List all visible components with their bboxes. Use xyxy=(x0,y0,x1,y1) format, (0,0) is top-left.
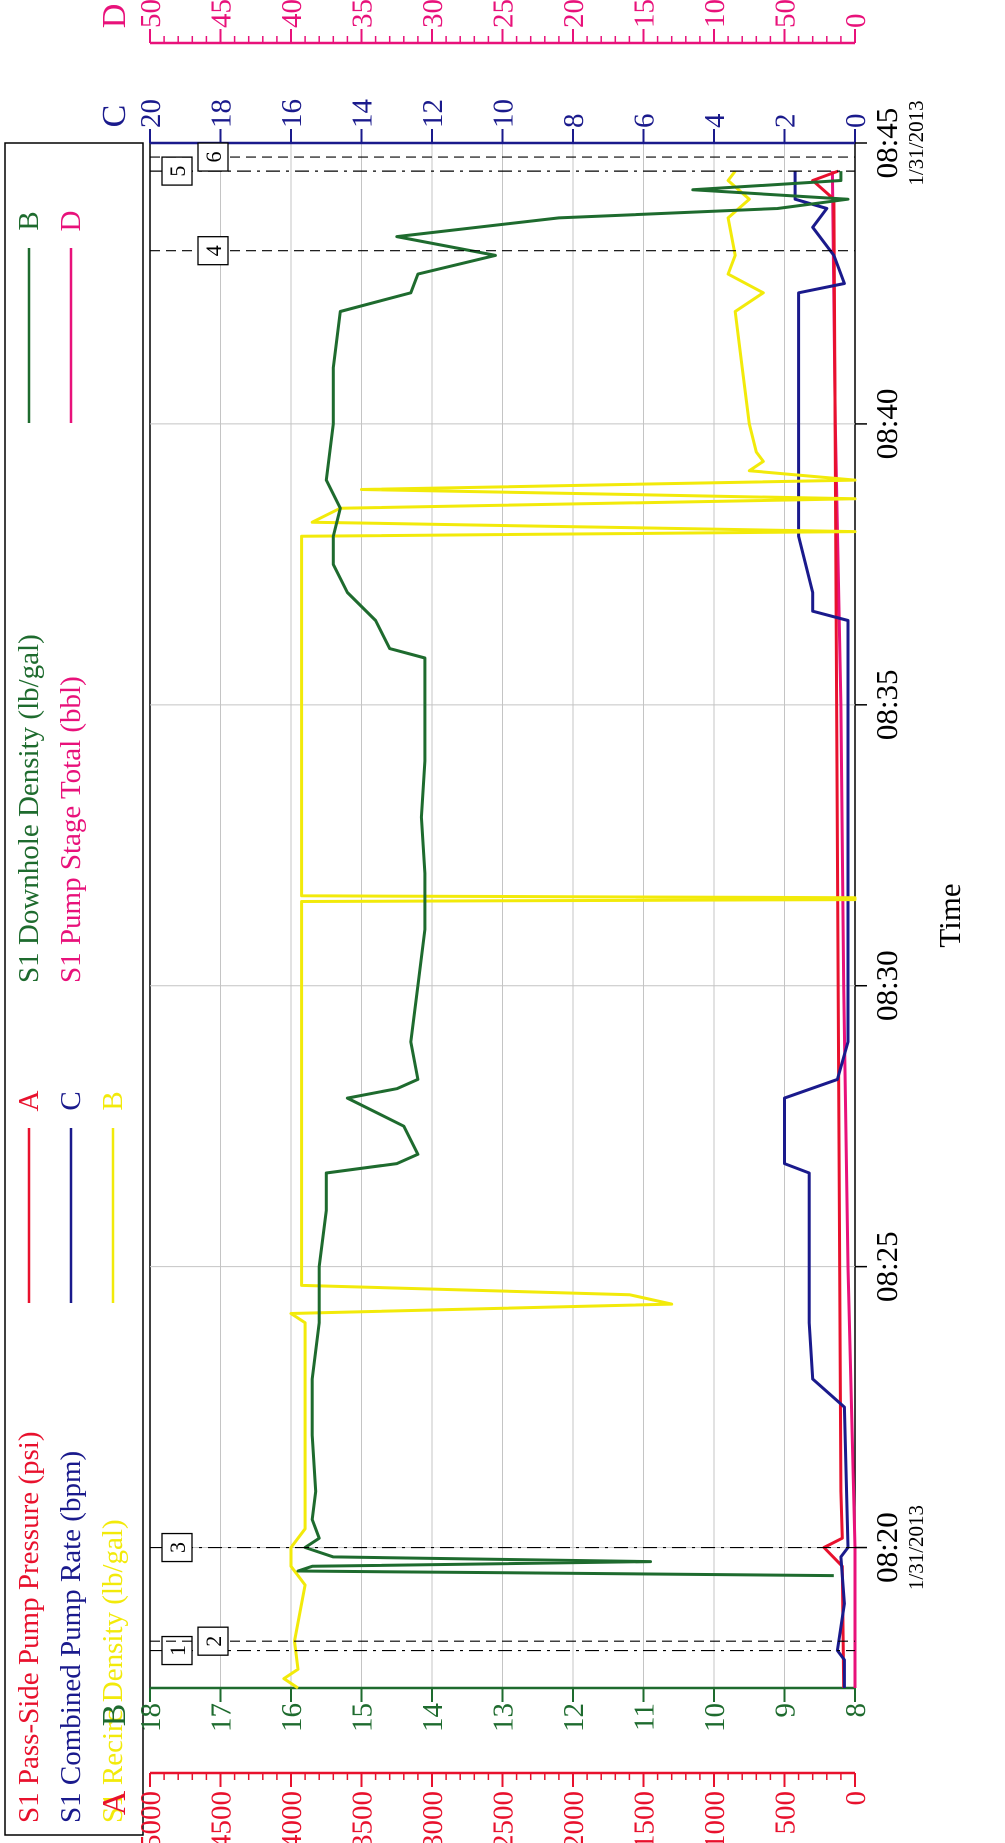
tick-label-C: 4 xyxy=(699,113,731,128)
series xyxy=(282,169,857,1690)
legend-label-D: S1 Pump Stage Total (bbl) xyxy=(55,676,87,983)
event-marker-label: 5 xyxy=(165,166,190,177)
tick-label-B: 10 xyxy=(699,1703,731,1732)
tick-label-A: 3000 xyxy=(417,1791,449,1843)
tick-label-C: 10 xyxy=(488,99,520,128)
tick-label-B: 9 xyxy=(770,1703,802,1718)
legend-axis-letter-B: B xyxy=(13,211,45,230)
tick-label-C: 2 xyxy=(770,114,802,129)
tick-label-D: 150 xyxy=(629,0,661,28)
tick-label-A: 2000 xyxy=(558,1791,590,1843)
tick-label-B: 15 xyxy=(347,1703,379,1732)
x-date-label: 1/31/2013 xyxy=(904,100,928,185)
event-marker-box xyxy=(161,1635,193,1666)
tick-label-B: 8 xyxy=(840,1703,872,1718)
tick-label-D: 450 xyxy=(206,0,238,28)
event-marker-label: 4 xyxy=(201,245,226,256)
tick-label-A: 4500 xyxy=(206,1791,238,1843)
tick-label-B: 16 xyxy=(276,1703,308,1732)
tick-label-D: 300 xyxy=(417,0,449,28)
series-line-B xyxy=(282,170,857,1690)
legend-axis-letter-D: D xyxy=(55,211,87,232)
event-marker-box xyxy=(161,156,193,186)
event-marker-box xyxy=(197,142,229,172)
series-line-B xyxy=(296,171,850,1578)
x-tick-label: 08:25 xyxy=(869,1231,904,1302)
tick-label-A: 1000 xyxy=(699,1791,731,1843)
legend: S1 Pass-Side Pump Pressure (psi) A S1 Comb… xyxy=(4,142,144,1836)
tick-label-D: 250 xyxy=(488,0,520,28)
tick-label-C: 20 xyxy=(135,99,167,128)
grid xyxy=(149,142,856,1689)
axis-letter-D: D xyxy=(96,4,133,29)
tick-label-C: 12 xyxy=(417,99,449,128)
series-line-C xyxy=(783,171,850,1688)
axes: 0500100015002000250030003500400045005000… xyxy=(96,0,872,1843)
legend-label-A: S1 Pass-Side Pump Pressure (psi) xyxy=(13,1431,45,1823)
event-marker-box xyxy=(197,1626,229,1656)
tick-label-C: 16 xyxy=(276,99,308,128)
tick-label-D: 100 xyxy=(699,0,731,28)
x-tick-label: 08:45 xyxy=(869,108,904,179)
tick-label-D: 350 xyxy=(347,0,379,28)
axis-letter-B: B xyxy=(96,1704,133,1727)
tick-label-B: 12 xyxy=(558,1703,590,1732)
legend-axis-letter-B: B xyxy=(97,1091,129,1110)
event-marker-label: 1 xyxy=(165,1645,190,1656)
event-marker-label: 6 xyxy=(201,152,226,163)
x-tick-label: 08:35 xyxy=(869,670,904,741)
tick-label-C: 0 xyxy=(840,114,872,129)
axis-letter-C: C xyxy=(96,105,133,128)
tick-label-A: 500 xyxy=(770,1791,802,1835)
x-date-label: 1/31/2013 xyxy=(904,1505,928,1590)
legend-box xyxy=(4,142,144,1836)
tick-label-C: 18 xyxy=(206,99,238,128)
tick-label-D: 500 xyxy=(135,0,167,28)
event-marker-label: 3 xyxy=(165,1542,190,1553)
tick-label-D: 400 xyxy=(276,0,308,28)
series-line-A xyxy=(811,169,846,1689)
tick-label-A: 5000 xyxy=(135,1791,167,1843)
x-tick-label: 08:40 xyxy=(869,389,904,460)
x-axis-title: Time xyxy=(932,883,967,947)
event-marker-box xyxy=(161,1532,193,1563)
tick-label-A: 3500 xyxy=(347,1791,379,1843)
legend-label-C: S1 Combined Pump Rate (bpm) xyxy=(55,1451,87,1823)
tick-label-B: 14 xyxy=(417,1703,449,1733)
tick-label-B: 11 xyxy=(629,1703,661,1731)
legend-axis-letter-A: A xyxy=(13,1090,45,1111)
legend-label-B: S1 Recirc Density (lb/gal) xyxy=(97,1519,129,1823)
event-marker-box xyxy=(197,236,229,266)
tick-label-A: 1500 xyxy=(629,1791,661,1843)
tick-label-C: 14 xyxy=(347,99,379,129)
tick-label-B: 13 xyxy=(488,1703,520,1732)
axis-letter-A: A xyxy=(96,1790,133,1815)
tick-label-D: 50 xyxy=(770,0,802,28)
event-marker-label: 2 xyxy=(201,1636,226,1647)
tick-label-A: 2500 xyxy=(488,1791,520,1843)
tick-label-A: 0 xyxy=(840,1791,872,1806)
x-tick-label: 08:30 xyxy=(869,950,904,1021)
tick-label-C: 8 xyxy=(558,114,590,129)
tick-label-C: 6 xyxy=(629,114,661,129)
tick-label-A: 4000 xyxy=(276,1791,308,1843)
tick-label-D: 200 xyxy=(558,0,590,28)
legend-axis-letter-C: C xyxy=(55,1091,87,1110)
x-tick-label: 08:20 xyxy=(869,1512,904,1583)
tick-label-D: 0 xyxy=(840,14,872,29)
tick-label-B: 18 xyxy=(135,1703,167,1732)
tick-label-B: 17 xyxy=(206,1703,238,1732)
legend-label-B: S1 Downhole Density (lb/gal) xyxy=(13,634,45,983)
